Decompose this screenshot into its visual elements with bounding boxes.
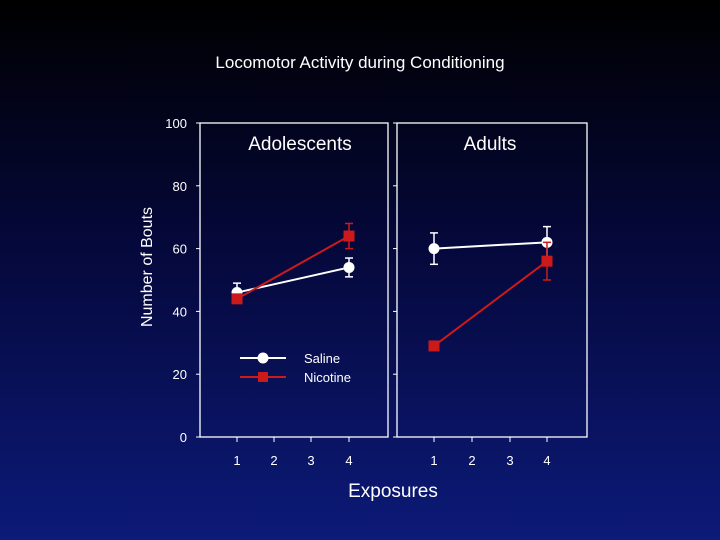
- y-tick-label: 100: [165, 116, 187, 131]
- y-tick-label: 40: [173, 304, 187, 319]
- data-point-nicotine: [343, 230, 355, 242]
- y-tick-label: 80: [173, 179, 187, 194]
- series-line-saline: [433, 241, 548, 250]
- chart-title: Locomotor Activity during Conditioning: [215, 53, 504, 72]
- legend-marker: [257, 352, 269, 364]
- data-point-saline: [428, 243, 440, 255]
- x-tick-label: 4: [345, 453, 352, 468]
- x-tick-label: 1: [233, 453, 240, 468]
- x-tick-label: 3: [307, 453, 314, 468]
- y-tick-label: 20: [173, 367, 187, 382]
- y-tick-label: 0: [180, 430, 187, 445]
- data-point-nicotine: [231, 293, 243, 305]
- panel-title: Adults: [464, 134, 517, 155]
- legend-marker: [258, 372, 268, 382]
- data-point-saline: [343, 261, 355, 273]
- legend-label: Nicotine: [304, 370, 351, 385]
- panel-title: Adolescents: [248, 134, 352, 155]
- panel-frame-2: [396, 122, 588, 438]
- panel-frame-1: [199, 122, 389, 438]
- data-point-nicotine: [428, 340, 440, 352]
- x-tick-label: 2: [468, 453, 475, 468]
- data-point-nicotine: [541, 255, 553, 267]
- x-axis-label: Exposures: [348, 481, 438, 502]
- panels-group: 0 20 40 60 80 100 1 2 3 4 Adolescents 1 2 3 4 Adults Sal…: [165, 116, 588, 468]
- series-line-nicotine: [433, 260, 548, 347]
- y-tick-label: 60: [173, 242, 187, 257]
- series-line-nicotine: [236, 235, 350, 300]
- legend-label: Saline: [304, 351, 340, 366]
- y-axis-label: Number of Bouts: [139, 207, 156, 327]
- x-tick-label: 2: [270, 453, 277, 468]
- x-tick-label: 3: [506, 453, 513, 468]
- x-tick-label: 4: [543, 453, 550, 468]
- x-tick-label: 1: [430, 453, 437, 468]
